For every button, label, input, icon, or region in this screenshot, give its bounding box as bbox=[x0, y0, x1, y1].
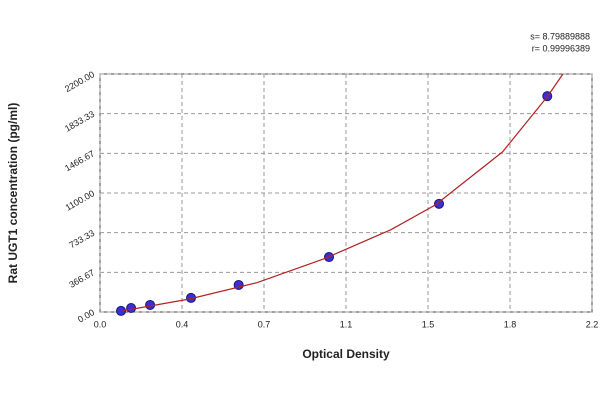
y-tick-label: 1466.67 bbox=[63, 148, 96, 173]
x-tick-label: 0.0 bbox=[94, 319, 107, 329]
x-tick-label: 0.4 bbox=[176, 319, 189, 329]
y-tick-label: 2200.00 bbox=[63, 69, 96, 94]
y-tick-label: 1100.00 bbox=[64, 188, 97, 213]
data-point bbox=[434, 198, 445, 209]
annotation: s= 8.79889888 bbox=[530, 31, 590, 41]
x-axis-label: Optical Density bbox=[302, 347, 390, 361]
x-tick-label: 1.5 bbox=[422, 319, 435, 329]
y-axis-label: Rat UGT1 concentration (pg/ml) bbox=[6, 103, 20, 284]
y-tick-label: 366.67 bbox=[67, 267, 96, 289]
x-tick-label: 0.7 bbox=[258, 319, 271, 329]
annotation: r= 0.99996389 bbox=[532, 43, 590, 53]
x-tick-label: 2.2 bbox=[586, 319, 599, 329]
data-point bbox=[126, 302, 137, 313]
x-tick-label: 1.8 bbox=[504, 319, 517, 329]
fit-curve bbox=[122, 73, 564, 312]
y-tick-label: 733.33 bbox=[67, 228, 96, 250]
x-tick-label: 1.1 bbox=[340, 319, 353, 329]
y-tick-label: 1833.33 bbox=[63, 109, 96, 134]
